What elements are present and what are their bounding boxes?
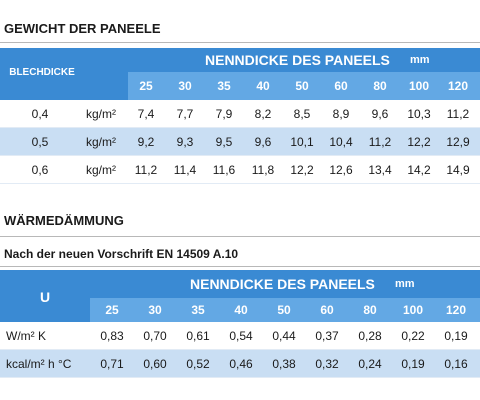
cell: 9,5: [215, 135, 233, 149]
row-header: BLECHDICKE: [9, 67, 75, 78]
header-band: [128, 72, 480, 100]
cell: 0,28: [358, 329, 382, 343]
cell: 10,3: [407, 107, 431, 121]
column-label: 60: [334, 79, 348, 93]
rule: [0, 42, 480, 43]
cell: 0,46: [229, 357, 253, 371]
cell: 0,71: [100, 357, 124, 371]
cell: 12,2: [407, 135, 431, 149]
cell: 0,61: [186, 329, 210, 343]
cell: 0,19: [444, 329, 468, 343]
cell: 0,19: [401, 357, 425, 371]
column-label: 40: [234, 303, 248, 317]
column-header: NENNDICKE DES PANEELS: [190, 276, 375, 292]
column-label: 30: [178, 79, 192, 93]
column-label: 25: [105, 303, 119, 317]
column-label: 120: [445, 303, 467, 317]
cell: 12,2: [290, 163, 314, 177]
column-label: 60: [320, 303, 334, 317]
cell: 9,6: [371, 107, 389, 121]
column-label: 35: [191, 303, 205, 317]
row-label: 0,5: [31, 135, 49, 149]
row-bg: [0, 350, 480, 378]
column-label: 100: [408, 79, 430, 93]
row-label: W/m² K: [6, 329, 46, 343]
cell: 0,54: [229, 329, 253, 343]
row-label: kcal/m² h °C: [6, 357, 72, 371]
rule: [0, 266, 480, 267]
column-label: 50: [277, 303, 291, 317]
cell: 7,9: [215, 107, 233, 121]
cell: 14,2: [407, 163, 431, 177]
cell: 7,7: [176, 107, 194, 121]
cell: 11,6: [212, 163, 236, 177]
row-bg: [0, 128, 480, 156]
column-unit: mm: [395, 278, 415, 290]
column-label: 120: [447, 79, 469, 93]
section-title: WÄRMEDÄMMUNG: [4, 213, 124, 228]
cell: 12,9: [446, 135, 470, 149]
column-label: 50: [295, 79, 309, 93]
row-unit: kg/m²: [86, 163, 116, 177]
cell: 7,4: [137, 107, 155, 121]
column-label: 40: [256, 79, 270, 93]
cell: 11,8: [251, 163, 275, 177]
row-rule: [0, 127, 480, 128]
cell: 0,83: [100, 329, 124, 343]
row-header: U: [39, 289, 51, 305]
column-label: 100: [402, 303, 424, 317]
rule: [0, 236, 480, 237]
row-rule: [0, 349, 480, 350]
cell: 10,1: [290, 135, 314, 149]
cell: 0,60: [143, 357, 167, 371]
cell: 11,2: [368, 135, 392, 149]
cell: 0,22: [401, 329, 425, 343]
column-label: 25: [139, 79, 153, 93]
cell: 13,4: [368, 163, 392, 177]
cell: 0,70: [143, 329, 167, 343]
cell: 9,3: [176, 135, 194, 149]
cell: 12,6: [329, 163, 353, 177]
row-rule: [0, 377, 480, 378]
cell: 9,2: [137, 135, 155, 149]
cell: 10,4: [329, 135, 353, 149]
column-unit: mm: [410, 54, 430, 66]
cell: 8,5: [293, 107, 311, 121]
cell: 0,24: [358, 357, 382, 371]
cell: 0,16: [444, 357, 468, 371]
cell: 0,37: [315, 329, 339, 343]
column-label: 80: [363, 303, 377, 317]
row-unit: kg/m²: [86, 107, 116, 121]
cell: 0,38: [272, 357, 296, 371]
row-rule: [0, 183, 480, 184]
cell: 0,44: [272, 329, 296, 343]
cell: 11,4: [173, 163, 197, 177]
row-label: 0,6: [31, 163, 49, 177]
section-subtitle: Nach der neuen Vorschrift EN 14509 A.10: [4, 247, 239, 261]
cell: 9,6: [254, 135, 272, 149]
cell: 11,2: [134, 163, 158, 177]
cell: 0,52: [186, 357, 210, 371]
column-header: NENNDICKE DES PANEELS: [205, 52, 390, 68]
header-band: [90, 298, 480, 322]
section-title: GEWICHT DER PANEELE: [4, 21, 161, 36]
cell: 11,2: [446, 107, 470, 121]
row-unit: kg/m²: [86, 135, 116, 149]
column-label: 80: [373, 79, 387, 93]
column-label: 30: [148, 303, 162, 317]
cell: 8,2: [254, 107, 272, 121]
cell: 0,32: [315, 357, 339, 371]
cell: 14,9: [446, 163, 470, 177]
row-label: 0,4: [31, 107, 49, 121]
column-label: 35: [217, 79, 231, 93]
cell: 8,9: [332, 107, 350, 121]
row-rule: [0, 155, 480, 156]
